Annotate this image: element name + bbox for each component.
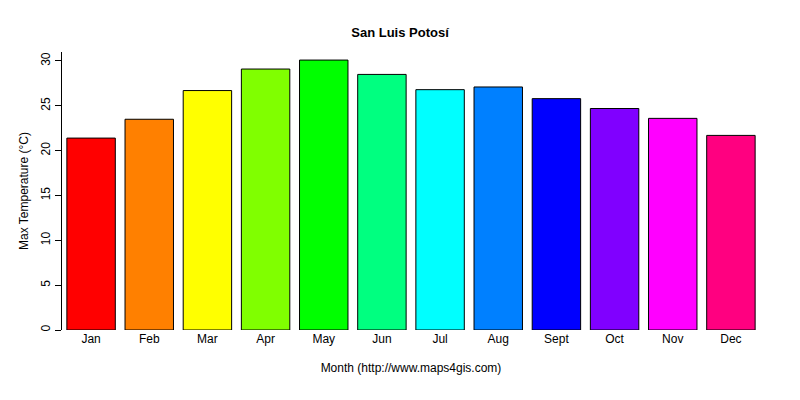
svg-text:Oct: Oct bbox=[605, 332, 624, 346]
svg-text:Max Temperature (°C): Max Temperature (°C) bbox=[17, 132, 31, 250]
svg-text:San Luis Potosí: San Luis Potosí bbox=[351, 25, 449, 40]
svg-text:Jul: Jul bbox=[432, 332, 447, 346]
svg-text:10: 10 bbox=[39, 232, 53, 246]
svg-text:Jun: Jun bbox=[372, 332, 391, 346]
svg-text:Jan: Jan bbox=[81, 332, 100, 346]
svg-text:Feb: Feb bbox=[139, 332, 160, 346]
svg-text:0: 0 bbox=[39, 325, 53, 332]
svg-text:Aug: Aug bbox=[488, 332, 509, 346]
svg-text:Sept: Sept bbox=[544, 332, 569, 346]
svg-text:Dec: Dec bbox=[720, 332, 741, 346]
svg-text:Apr: Apr bbox=[256, 332, 275, 346]
svg-text:30: 30 bbox=[39, 52, 53, 66]
svg-text:20: 20 bbox=[39, 142, 53, 156]
svg-text:15: 15 bbox=[39, 187, 53, 201]
svg-text:Nov: Nov bbox=[662, 332, 683, 346]
svg-text:25: 25 bbox=[39, 97, 53, 111]
svg-text:Mar: Mar bbox=[197, 332, 218, 346]
svg-text:May: May bbox=[312, 332, 335, 346]
svg-text:Month (http://www.maps4gis.com: Month (http://www.maps4gis.com) bbox=[321, 361, 502, 375]
svg-text:5: 5 bbox=[39, 280, 53, 287]
